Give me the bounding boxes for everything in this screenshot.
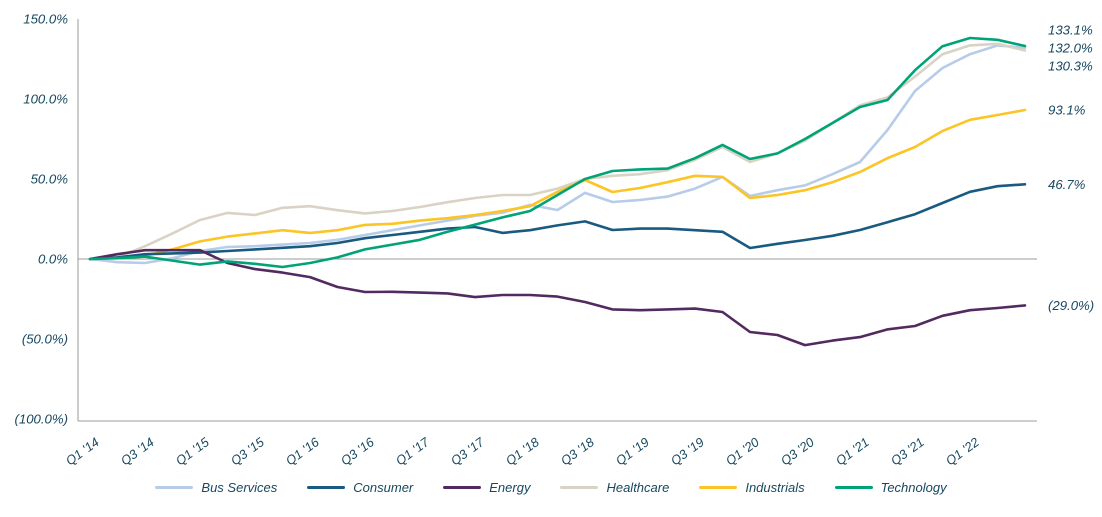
legend-swatch-energy	[443, 486, 482, 489]
y-tick-label: 0.0%	[38, 252, 68, 267]
x-tick-label: Q1 '21	[833, 434, 872, 468]
y-tick-label: 150.0%	[23, 12, 68, 27]
legend-item-bus-services: Bus Services	[155, 480, 277, 495]
x-tick-label: Q3 '15	[228, 434, 268, 469]
chart-legend: Bus Services Consumer Energy Healthcare Indu…	[0, 480, 1102, 495]
y-tick-label: 100.0%	[23, 92, 68, 107]
legend-label: Technology	[880, 480, 947, 495]
series-line-bus-services	[88, 44, 1027, 265]
y-tick-label: (100.0%)	[14, 412, 68, 427]
series-line-healthcare	[88, 42, 1027, 261]
end-label-bus-services: 132.0%	[1048, 41, 1093, 56]
legend-label: Industrials	[745, 480, 805, 495]
x-tick-label: Q3 '20	[778, 434, 818, 469]
end-value-labels: 133.1% 132.0% 130.3% 93.1% 46.7% (29.0%)	[1048, 23, 1094, 313]
end-label-consumer: 46.7%	[1048, 177, 1086, 192]
series-line-technology	[88, 36, 1027, 269]
legend-swatch-bus-services	[155, 486, 194, 489]
x-tick-label: Q1 '20	[723, 434, 763, 469]
y-tick-label: 50.0%	[31, 172, 69, 187]
x-tick-label: Q1 '19	[613, 434, 652, 468]
x-tick-label: Q3 '17	[448, 434, 488, 469]
legend-swatch-industrials	[699, 486, 738, 489]
x-tick-label: Q1 '17	[393, 434, 433, 469]
legend-item-consumer: Consumer	[307, 480, 413, 495]
legend-swatch-healthcare	[560, 486, 599, 489]
legend-swatch-technology	[834, 486, 873, 489]
end-label-industrials: 93.1%	[1048, 103, 1086, 118]
x-tick-label: Q1 '14	[63, 434, 102, 468]
legend-item-energy: Energy	[443, 480, 530, 495]
end-label-healthcare: 130.3%	[1048, 59, 1093, 74]
x-tick-label: Q1 '16	[283, 434, 323, 469]
series-line-consumer	[88, 183, 1027, 261]
x-tick-label: Q1 '18	[503, 434, 543, 469]
x-tick-label: Q3 '14	[118, 434, 157, 468]
x-tick-label: Q1 '22	[943, 434, 982, 468]
x-tick-label: Q3 '16	[338, 434, 378, 469]
series-line-industrials	[88, 108, 1027, 261]
x-tick-label: Q3 '21	[888, 434, 927, 468]
x-axis-labels: Q1 '14 Q3 '14 Q1 '15 Q3 '15 Q1 '16 Q3 '16 Q1 '…	[63, 434, 982, 469]
x-tick-label: Q3 '18	[558, 434, 598, 469]
legend-label: Healthcare	[606, 480, 670, 495]
axes	[77, 19, 1037, 422]
line-chart: 150.0% 100.0% 50.0% 0.0% (50.0%) (100.0%) Q1 '…	[14, 12, 1094, 469]
legend-label: Energy	[489, 480, 531, 495]
series-line-energy	[88, 248, 1027, 347]
x-tick-label: Q1 '15	[173, 434, 213, 469]
legend-label: Consumer	[353, 480, 414, 495]
x-tick-label: Q3 '19	[668, 434, 707, 468]
end-label-technology: 133.1%	[1048, 23, 1093, 38]
legend-item-technology: Technology	[834, 480, 947, 495]
end-label-energy: (29.0%)	[1048, 298, 1094, 313]
y-tick-label: (50.0%)	[22, 332, 68, 347]
legend-label: Bus Services	[201, 480, 278, 495]
legend-item-industrials: Industrials	[699, 480, 805, 495]
y-axis-labels: 150.0% 100.0% 50.0% 0.0% (50.0%) (100.0%)	[14, 12, 68, 427]
legend-swatch-consumer	[307, 486, 346, 489]
legend-item-healthcare: Healthcare	[560, 480, 669, 495]
